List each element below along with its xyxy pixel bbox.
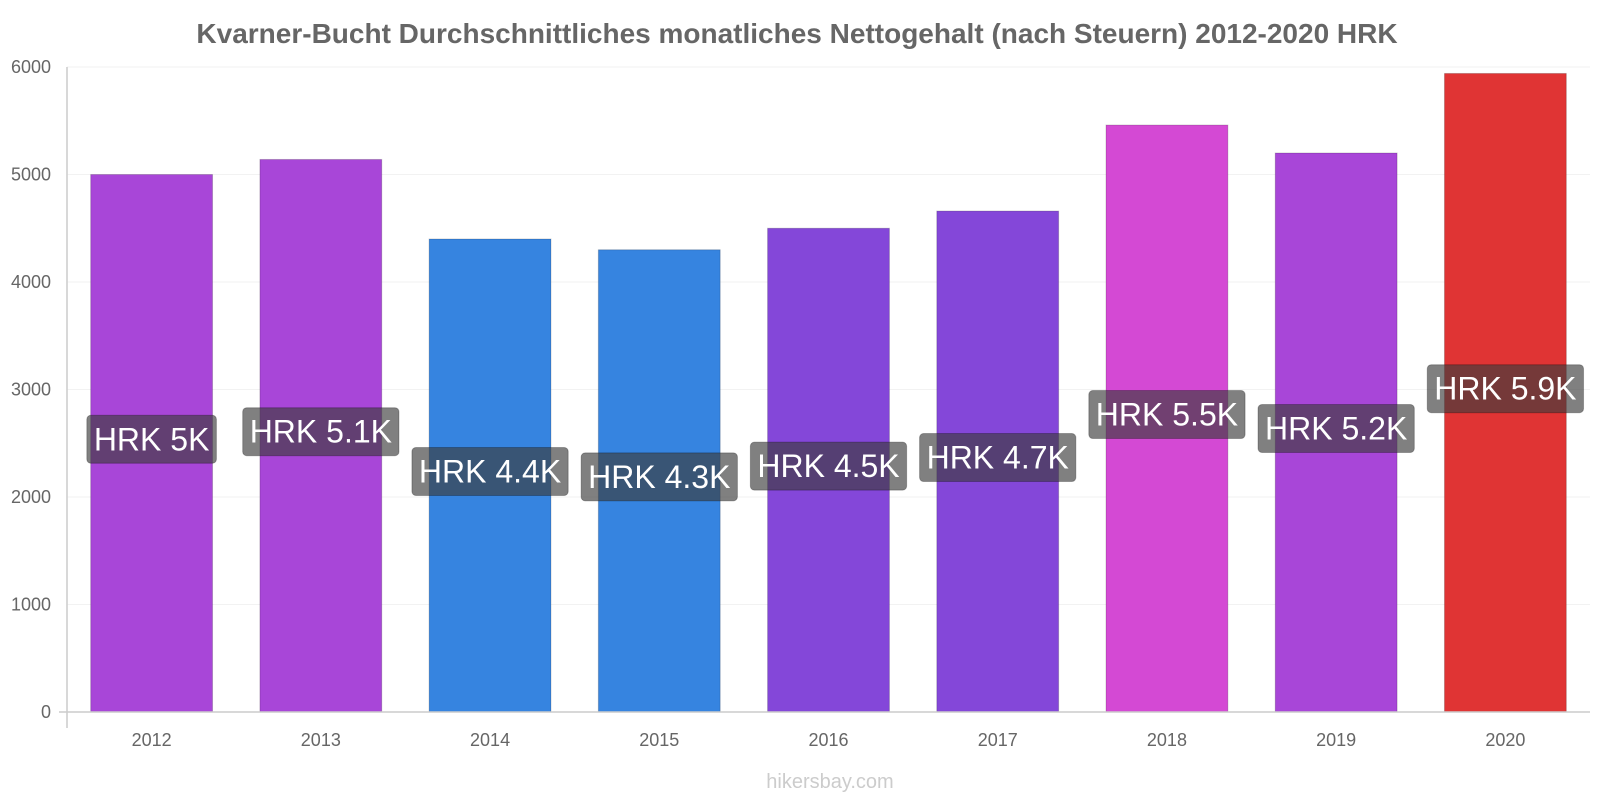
value-label: HRK 5.2K: [1257, 404, 1415, 453]
y-tick-label: 2000: [11, 487, 51, 507]
y-tick-label: 5000: [11, 165, 51, 185]
y-tick-label: 0: [41, 702, 51, 722]
value-label: HRK 5K: [86, 414, 217, 464]
x-tick-label: 2020: [1485, 730, 1525, 750]
value-label-text: HRK 5.2K: [1265, 411, 1407, 447]
value-label-background: [411, 447, 569, 496]
x-tick-label: 2014: [470, 730, 510, 750]
value-label: HRK 5.5K: [1088, 390, 1246, 440]
y-tick-label: 6000: [11, 57, 51, 77]
value-label-background: [749, 441, 908, 491]
value-label-background: [242, 407, 400, 457]
x-tick-label: 2015: [639, 730, 679, 750]
value-label: HRK 5.1K: [242, 407, 400, 457]
value-label-text: HRK 4.4K: [419, 454, 561, 490]
y-tick-label: 1000: [11, 595, 51, 615]
value-label-background: [1088, 390, 1246, 440]
x-tick-label: 2018: [1147, 730, 1187, 750]
value-label-text: HRK 5.1K: [250, 414, 392, 450]
value-label-text: HRK 5.9K: [1434, 371, 1576, 407]
x-tick-label: 2016: [808, 730, 848, 750]
value-label-text: HRK 4.7K: [927, 440, 1069, 476]
x-tick-label: 2017: [978, 730, 1018, 750]
value-label-background: [1426, 364, 1585, 414]
value-label-text: HRK 4.5K: [757, 448, 899, 484]
value-label-text: HRK 5K: [94, 421, 210, 457]
x-tick-label: 2013: [301, 730, 341, 750]
value-label-background: [919, 433, 1077, 483]
value-label-text: HRK 4.3K: [588, 459, 730, 495]
y-tick-label: 4000: [11, 272, 51, 292]
y-tick-label: 3000: [11, 380, 51, 400]
value-label: HRK 4.5K: [749, 441, 908, 491]
value-label-text: HRK 5.5K: [1096, 397, 1238, 433]
bars: [90, 72, 1567, 713]
value-label: HRK 4.3K: [580, 452, 738, 502]
watermark: hikersbay.com: [766, 771, 893, 793]
value-label: HRK 5.9K: [1426, 364, 1585, 414]
chart-title: Kvarner-Bucht Durchschnittliches monatli…: [196, 18, 1397, 49]
axes: 0 1000 2000 3000 4000 5000 6000 2012 2013 2014 201…: [11, 57, 1590, 750]
x-tick-label: 2012: [132, 730, 172, 750]
value-label: HRK 4.4K: [411, 447, 569, 496]
x-tick-label: 2019: [1316, 730, 1356, 750]
value-labels: HRK 5K HRK 5.1K HRK 4.4K HRK 4.3K HRK 4.5K HR…: [86, 364, 1585, 502]
value-label-background: [580, 452, 738, 502]
value-label-background: [86, 414, 217, 464]
value-label-background: [1257, 404, 1415, 453]
value-label: HRK 4.7K: [919, 433, 1077, 483]
